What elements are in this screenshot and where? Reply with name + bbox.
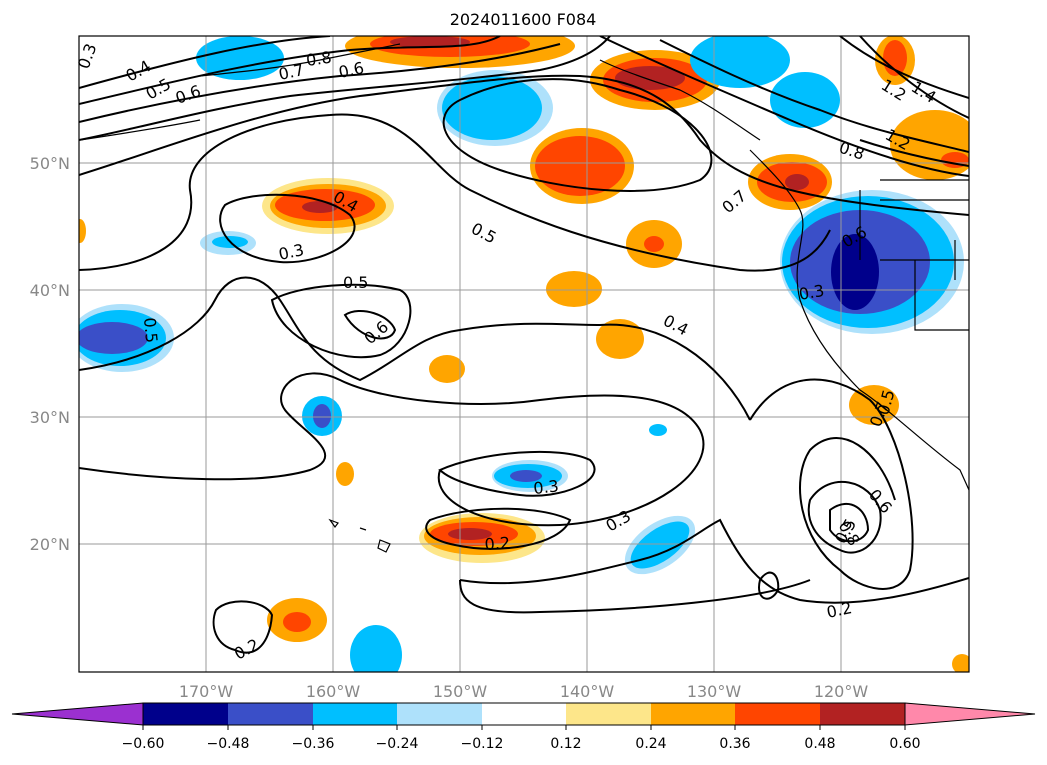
colorbar-tick-label: −0.24 <box>376 736 419 752</box>
map-panel: 50°N 40°N 30°N 20°N 170°W 160°W 150°W 14… <box>30 35 970 701</box>
coastlines <box>79 43 969 553</box>
lat-label: 50°N <box>30 154 70 173</box>
warm-anomaly <box>615 66 685 90</box>
colorbar-tick-label: 0.12 <box>550 736 581 752</box>
longitude-labels: 170°W 160°W 150°W 140°W 130°W 120°W <box>179 682 869 701</box>
lat-label: 40°N <box>30 281 70 300</box>
lat-label: 20°N <box>30 535 70 554</box>
colorbar-segment <box>735 703 820 725</box>
colorbar-tick-label: 0.60 <box>889 736 920 752</box>
colorbar-segment <box>228 703 313 725</box>
latitude-labels: 50°N 40°N 30°N 20°N <box>30 154 70 554</box>
warm-anomaly <box>952 654 969 672</box>
contour-label: 0.5 <box>140 317 161 344</box>
map-title: 2024011600 F084 <box>450 10 597 29</box>
lon-label: 160°W <box>306 682 361 701</box>
contour-label: 0.5 <box>343 273 368 292</box>
contour-label: 0.2 <box>484 533 511 554</box>
contour-label: 0.8 <box>305 48 333 70</box>
warm-anomaly <box>390 36 470 48</box>
lon-label: 140°W <box>560 682 615 701</box>
contour-label: 0.7 <box>277 60 306 84</box>
warm-anomaly <box>283 612 311 632</box>
cool-anomaly <box>690 36 790 88</box>
contour-lines <box>79 36 969 654</box>
contour-label: 0.3 <box>797 281 825 304</box>
lon-label: 170°W <box>179 682 234 701</box>
cool-anomaly <box>831 234 879 310</box>
cool-anomaly <box>350 625 402 672</box>
warm-anomaly <box>644 236 664 252</box>
colorbar-tick-label: 0.36 <box>719 736 750 752</box>
colorbar-tick-label: 0.48 <box>804 736 835 752</box>
colorbar-extend-low <box>11 702 144 726</box>
colorbar-segment <box>820 703 905 725</box>
warm-anomaly <box>336 462 354 486</box>
colorbar-segment <box>651 703 735 725</box>
contour-label: 0.2 <box>825 598 854 622</box>
colorbar-segment <box>566 703 651 725</box>
cool-anomaly <box>510 470 542 482</box>
warm-anomaly <box>79 219 86 243</box>
warm-anomaly <box>535 136 625 196</box>
warm-anomaly <box>546 271 602 307</box>
lon-label: 150°W <box>433 682 488 701</box>
colorbar-tick-label: −0.60 <box>122 736 165 752</box>
colorbar-tick-label: −0.36 <box>292 736 335 752</box>
colorbar-segment <box>313 703 397 725</box>
cool-anomaly <box>442 76 542 140</box>
cool-anomaly <box>770 72 840 128</box>
graticule <box>79 36 969 672</box>
colorbar-tick-label: 0.24 <box>635 736 666 752</box>
lon-label: 130°W <box>687 682 742 701</box>
contour-label: 0.3 <box>277 240 306 264</box>
colorbar-tick-label: −0.48 <box>207 736 250 752</box>
warm-anomaly <box>429 355 465 383</box>
colorbar-extend-high <box>904 702 1036 726</box>
colorbar-segment <box>482 703 566 725</box>
warm-anomaly <box>785 174 809 190</box>
warm-anomaly <box>448 528 492 540</box>
lat-label: 30°N <box>30 408 70 427</box>
map-frame <box>78 35 970 673</box>
cool-anomaly <box>630 521 690 569</box>
colorbar-tick-label: −0.12 <box>461 736 504 752</box>
contour-label: 0.3 <box>532 476 559 498</box>
cool-anomaly <box>649 424 667 436</box>
cool-anomaly <box>79 322 148 354</box>
cool-anomaly <box>313 404 331 428</box>
colorbar: −0.60 −0.48 −0.36 −0.24 −0.12 0.12 0.24 … <box>11 702 1036 752</box>
colorbar-segment <box>143 703 228 725</box>
lon-label: 120°W <box>814 682 869 701</box>
contour-label: 0.6 <box>337 58 366 82</box>
colorbar-segment <box>397 703 482 725</box>
warm-anomaly <box>596 319 644 359</box>
